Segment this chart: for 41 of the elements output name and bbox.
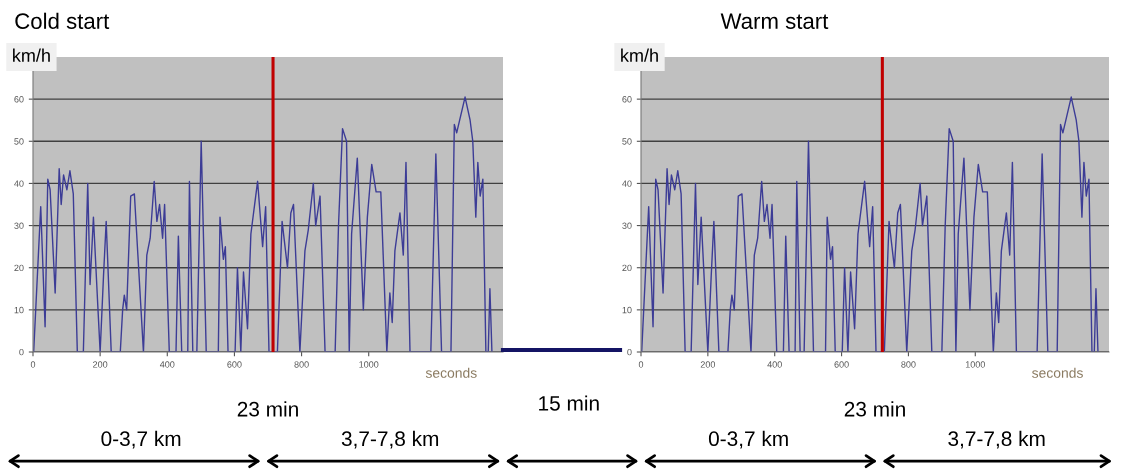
x-tick-label: 600 (227, 361, 242, 368)
x-tick-label: 600 (834, 361, 849, 368)
y-tick-label: 60 (622, 96, 632, 103)
x-tick-label: 0 (638, 361, 644, 368)
y-tick-label: 20 (14, 264, 24, 272)
x-tick-label: 1000 (965, 361, 985, 368)
y-tick-label: 30 (622, 222, 632, 229)
y-tick-label: 50 (14, 138, 24, 145)
text: 3,7-7,8 km (948, 430, 1045, 449)
x-tick-label: 400 (767, 361, 782, 368)
y-axis-title: km/h (621, 48, 658, 62)
y-tick-label: 10 (622, 306, 632, 314)
x-tick-label: 0 (30, 361, 36, 368)
x-tick-label: 800 (294, 361, 309, 368)
y-tick-label: 40 (14, 180, 24, 187)
text: seconds (425, 367, 477, 378)
line-series (641, 96, 1099, 352)
y-tick-label: 10 (14, 306, 24, 314)
text: seconds (1032, 367, 1083, 378)
y-tick-label: 60 (14, 96, 24, 103)
x-tick-label: 200 (700, 361, 716, 368)
text: 23 min (237, 401, 298, 417)
y-tick-label: 0 (627, 348, 632, 356)
y-tick-label: 0 (19, 348, 24, 356)
text: 0-3,7 km (101, 430, 181, 449)
text: 0-3,7 km (708, 430, 788, 449)
x-tick-label: 200 (93, 361, 108, 368)
y-tick-label: 50 (622, 138, 632, 145)
x-tick-label: 400 (159, 361, 175, 368)
x-tick-label: 1000 (359, 361, 379, 368)
y-tick-label: 20 (622, 264, 632, 272)
y-tick-label: 30 (14, 222, 24, 229)
text: 23 min (844, 401, 905, 417)
text: 15 min (539, 395, 599, 411)
y-axis-title: km/h (13, 48, 50, 62)
chart-title: Cold start (15, 12, 110, 30)
x-tick-label: 800 (901, 361, 916, 368)
line-series (33, 96, 493, 352)
chart-title: Warm start (720, 13, 829, 30)
y-tick-label: 40 (622, 180, 632, 187)
text: 3,7-7,8 km (341, 430, 439, 449)
